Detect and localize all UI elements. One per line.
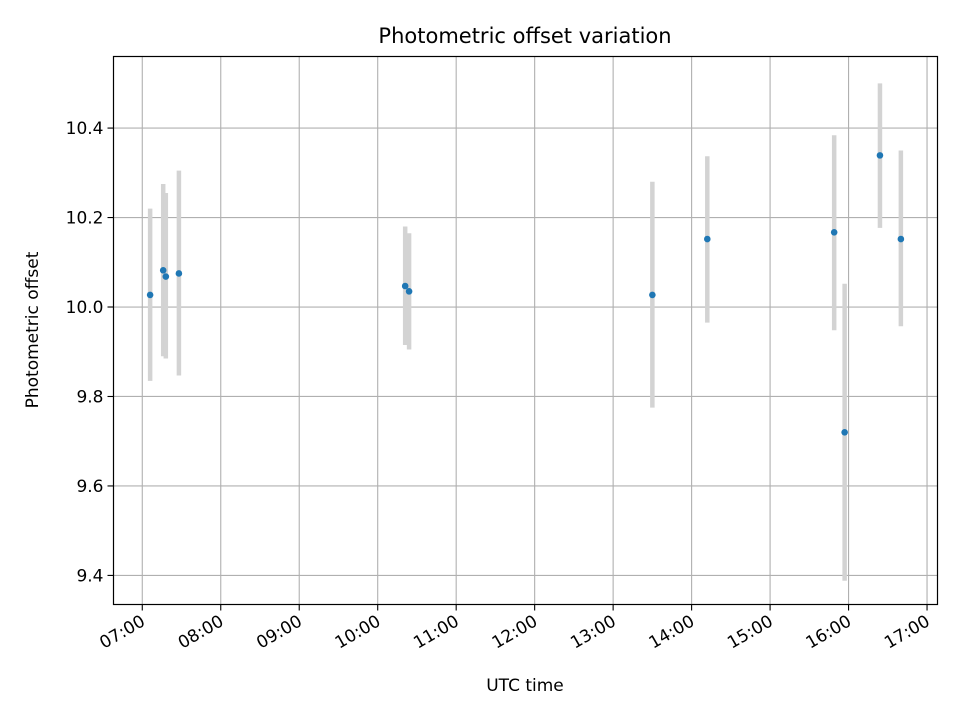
y-tick-label: 9.6: [76, 477, 103, 497]
grid-layer: [113, 56, 938, 605]
data-point: [405, 288, 413, 295]
x-axis-label: UTC time: [486, 676, 564, 696]
point-layer: [146, 152, 905, 436]
data-point: [876, 152, 884, 159]
data-point: [841, 428, 848, 436]
y-tick-label: 9.8: [76, 387, 103, 407]
plot-frame: [112, 55, 939, 606]
data-point: [175, 270, 183, 277]
data-point: [830, 229, 838, 236]
data-point: [159, 267, 167, 274]
y-tick-label: 10.2: [66, 209, 104, 229]
y-tick-label: 9.4: [76, 566, 103, 586]
data-point: [146, 291, 154, 299]
data-point: [401, 282, 409, 290]
y-axis-label: Photometric offset: [23, 251, 43, 408]
data-point: [897, 235, 905, 243]
y-tick-label: 10.4: [66, 119, 104, 139]
data-point: [704, 235, 711, 243]
data-point: [649, 291, 656, 299]
data-point: [162, 273, 170, 280]
chart-title: Photometric offset variation: [378, 24, 671, 48]
y-tick-label: 10.0: [66, 298, 104, 318]
